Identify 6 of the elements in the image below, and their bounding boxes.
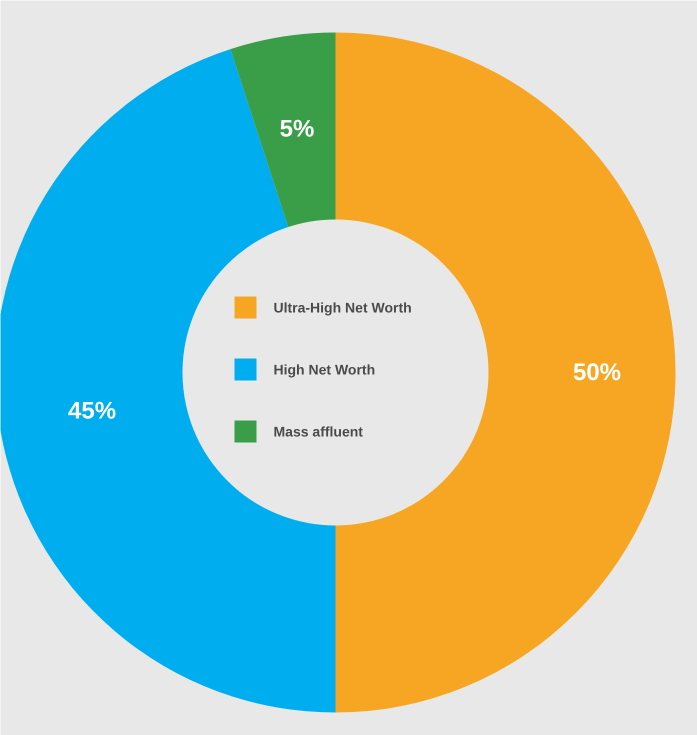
data-label: 45% [68,398,116,425]
legend-label: Ultra-High Net Worth [274,300,412,316]
legend-label: Mass affluent [274,424,364,440]
data-label: 5% [280,116,314,143]
legend-label: High Net Worth [274,362,376,378]
data-label: 50% [572,359,622,386]
